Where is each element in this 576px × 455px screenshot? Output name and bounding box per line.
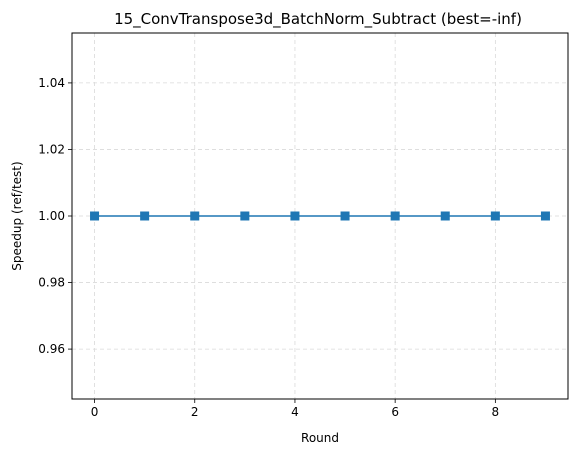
data-point xyxy=(90,211,100,221)
y-tick-label: 0.96 xyxy=(38,342,65,356)
data-point xyxy=(340,211,350,221)
data-point xyxy=(140,211,150,221)
x-axis: 0 2 4 6 8 xyxy=(91,399,499,419)
y-tick-label: 1.02 xyxy=(38,142,65,156)
data-point xyxy=(390,211,400,221)
data-point xyxy=(540,211,550,221)
y-axis: 0.96 0.98 1.00 1.02 1.04 xyxy=(38,76,72,356)
x-tick-label: 8 xyxy=(492,405,500,419)
data-point xyxy=(240,211,250,221)
x-axis-label: Round xyxy=(301,431,339,445)
data-point xyxy=(190,211,200,221)
x-tick-label: 6 xyxy=(391,405,399,419)
data-point xyxy=(490,211,500,221)
data-point xyxy=(440,211,450,221)
data-point xyxy=(290,211,300,221)
y-tick-label: 1.00 xyxy=(38,209,65,223)
y-tick-label: 1.04 xyxy=(38,76,65,90)
x-tick-label: 4 xyxy=(291,405,299,419)
y-tick-label: 0.98 xyxy=(38,276,65,290)
x-tick-label: 2 xyxy=(191,405,199,419)
chart-title: 15_ConvTranspose3d_BatchNorm_Subtract (b… xyxy=(114,10,522,29)
y-axis-label: Speedup (ref/test) xyxy=(10,161,24,270)
series-layer xyxy=(90,211,550,221)
x-tick-label: 0 xyxy=(91,405,99,419)
